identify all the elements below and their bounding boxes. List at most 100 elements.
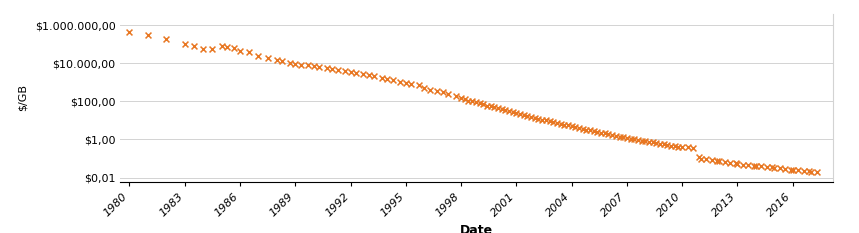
Point: [487, 105, 501, 109]
Point: [233, 49, 247, 53]
Point: [261, 56, 275, 60]
Point: [635, 139, 649, 143]
Point: [491, 106, 505, 110]
Point: [672, 145, 685, 148]
Point: [730, 162, 744, 166]
Point: [320, 66, 333, 69]
Point: [686, 146, 700, 150]
Point: [539, 119, 552, 122]
Point: [601, 132, 615, 136]
Point: [331, 68, 344, 72]
Point: [710, 159, 724, 163]
Point: [313, 65, 326, 69]
Point: [498, 108, 512, 112]
Point: [472, 101, 486, 105]
Point: [598, 131, 612, 135]
Point: [736, 163, 750, 166]
Point: [543, 120, 557, 123]
Point: [294, 63, 308, 67]
Point: [786, 168, 800, 172]
Point: [141, 34, 155, 37]
Point: [741, 163, 755, 167]
Point: [495, 107, 509, 111]
Point: [609, 134, 623, 138]
Y-axis label: $/GB: $/GB: [18, 84, 27, 111]
Point: [506, 110, 520, 114]
X-axis label: Date: Date: [460, 223, 493, 233]
Point: [587, 130, 600, 133]
Point: [765, 166, 779, 169]
Point: [381, 77, 394, 81]
Point: [804, 170, 818, 174]
Point: [178, 43, 192, 46]
Point: [283, 61, 296, 65]
Point: [442, 92, 455, 96]
Point: [675, 145, 689, 149]
Point: [454, 96, 468, 100]
Point: [668, 144, 682, 148]
Point: [694, 157, 708, 160]
Point: [802, 170, 816, 173]
Point: [448, 94, 462, 98]
Point: [469, 100, 483, 104]
Point: [524, 115, 538, 118]
Point: [754, 165, 768, 168]
Point: [653, 142, 667, 146]
Point: [561, 123, 575, 127]
Point: [535, 118, 549, 122]
Point: [197, 47, 210, 51]
Point: [627, 138, 641, 141]
Point: [458, 97, 472, 101]
Point: [657, 143, 671, 146]
Point: [580, 128, 594, 132]
Point: [375, 76, 389, 79]
Point: [791, 168, 805, 172]
Point: [307, 65, 320, 68]
Point: [723, 161, 737, 164]
Point: [423, 88, 436, 92]
Point: [631, 138, 645, 142]
Point: [509, 111, 523, 115]
Point: [344, 70, 357, 74]
Point: [362, 73, 376, 77]
Point: [220, 45, 234, 49]
Point: [242, 50, 256, 54]
Point: [350, 72, 363, 75]
Point: [612, 135, 626, 139]
Point: [123, 30, 137, 34]
Point: [477, 103, 490, 106]
Point: [620, 136, 634, 140]
Point: [747, 164, 761, 168]
Point: [557, 123, 571, 127]
Point: [405, 82, 418, 86]
Point: [773, 167, 787, 170]
Point: [784, 168, 798, 171]
Point: [760, 165, 774, 169]
Point: [270, 58, 283, 62]
Point: [554, 122, 568, 126]
Point: [289, 62, 302, 66]
Point: [517, 113, 531, 117]
Point: [393, 80, 407, 84]
Point: [513, 112, 527, 116]
Point: [617, 135, 631, 139]
Point: [699, 158, 713, 161]
Point: [797, 169, 811, 173]
Point: [624, 137, 637, 140]
Point: [430, 89, 444, 93]
Point: [691, 155, 705, 159]
Point: [590, 130, 604, 134]
Point: [466, 100, 479, 103]
Point: [728, 161, 742, 165]
Point: [638, 140, 652, 143]
Point: [160, 37, 174, 41]
Point: [338, 69, 352, 73]
Point: [503, 110, 516, 113]
Point: [386, 79, 399, 82]
Point: [252, 54, 265, 58]
Point: [417, 86, 431, 90]
Point: [187, 45, 201, 48]
Point: [546, 120, 560, 124]
Point: [704, 158, 718, 162]
Point: [712, 160, 726, 163]
